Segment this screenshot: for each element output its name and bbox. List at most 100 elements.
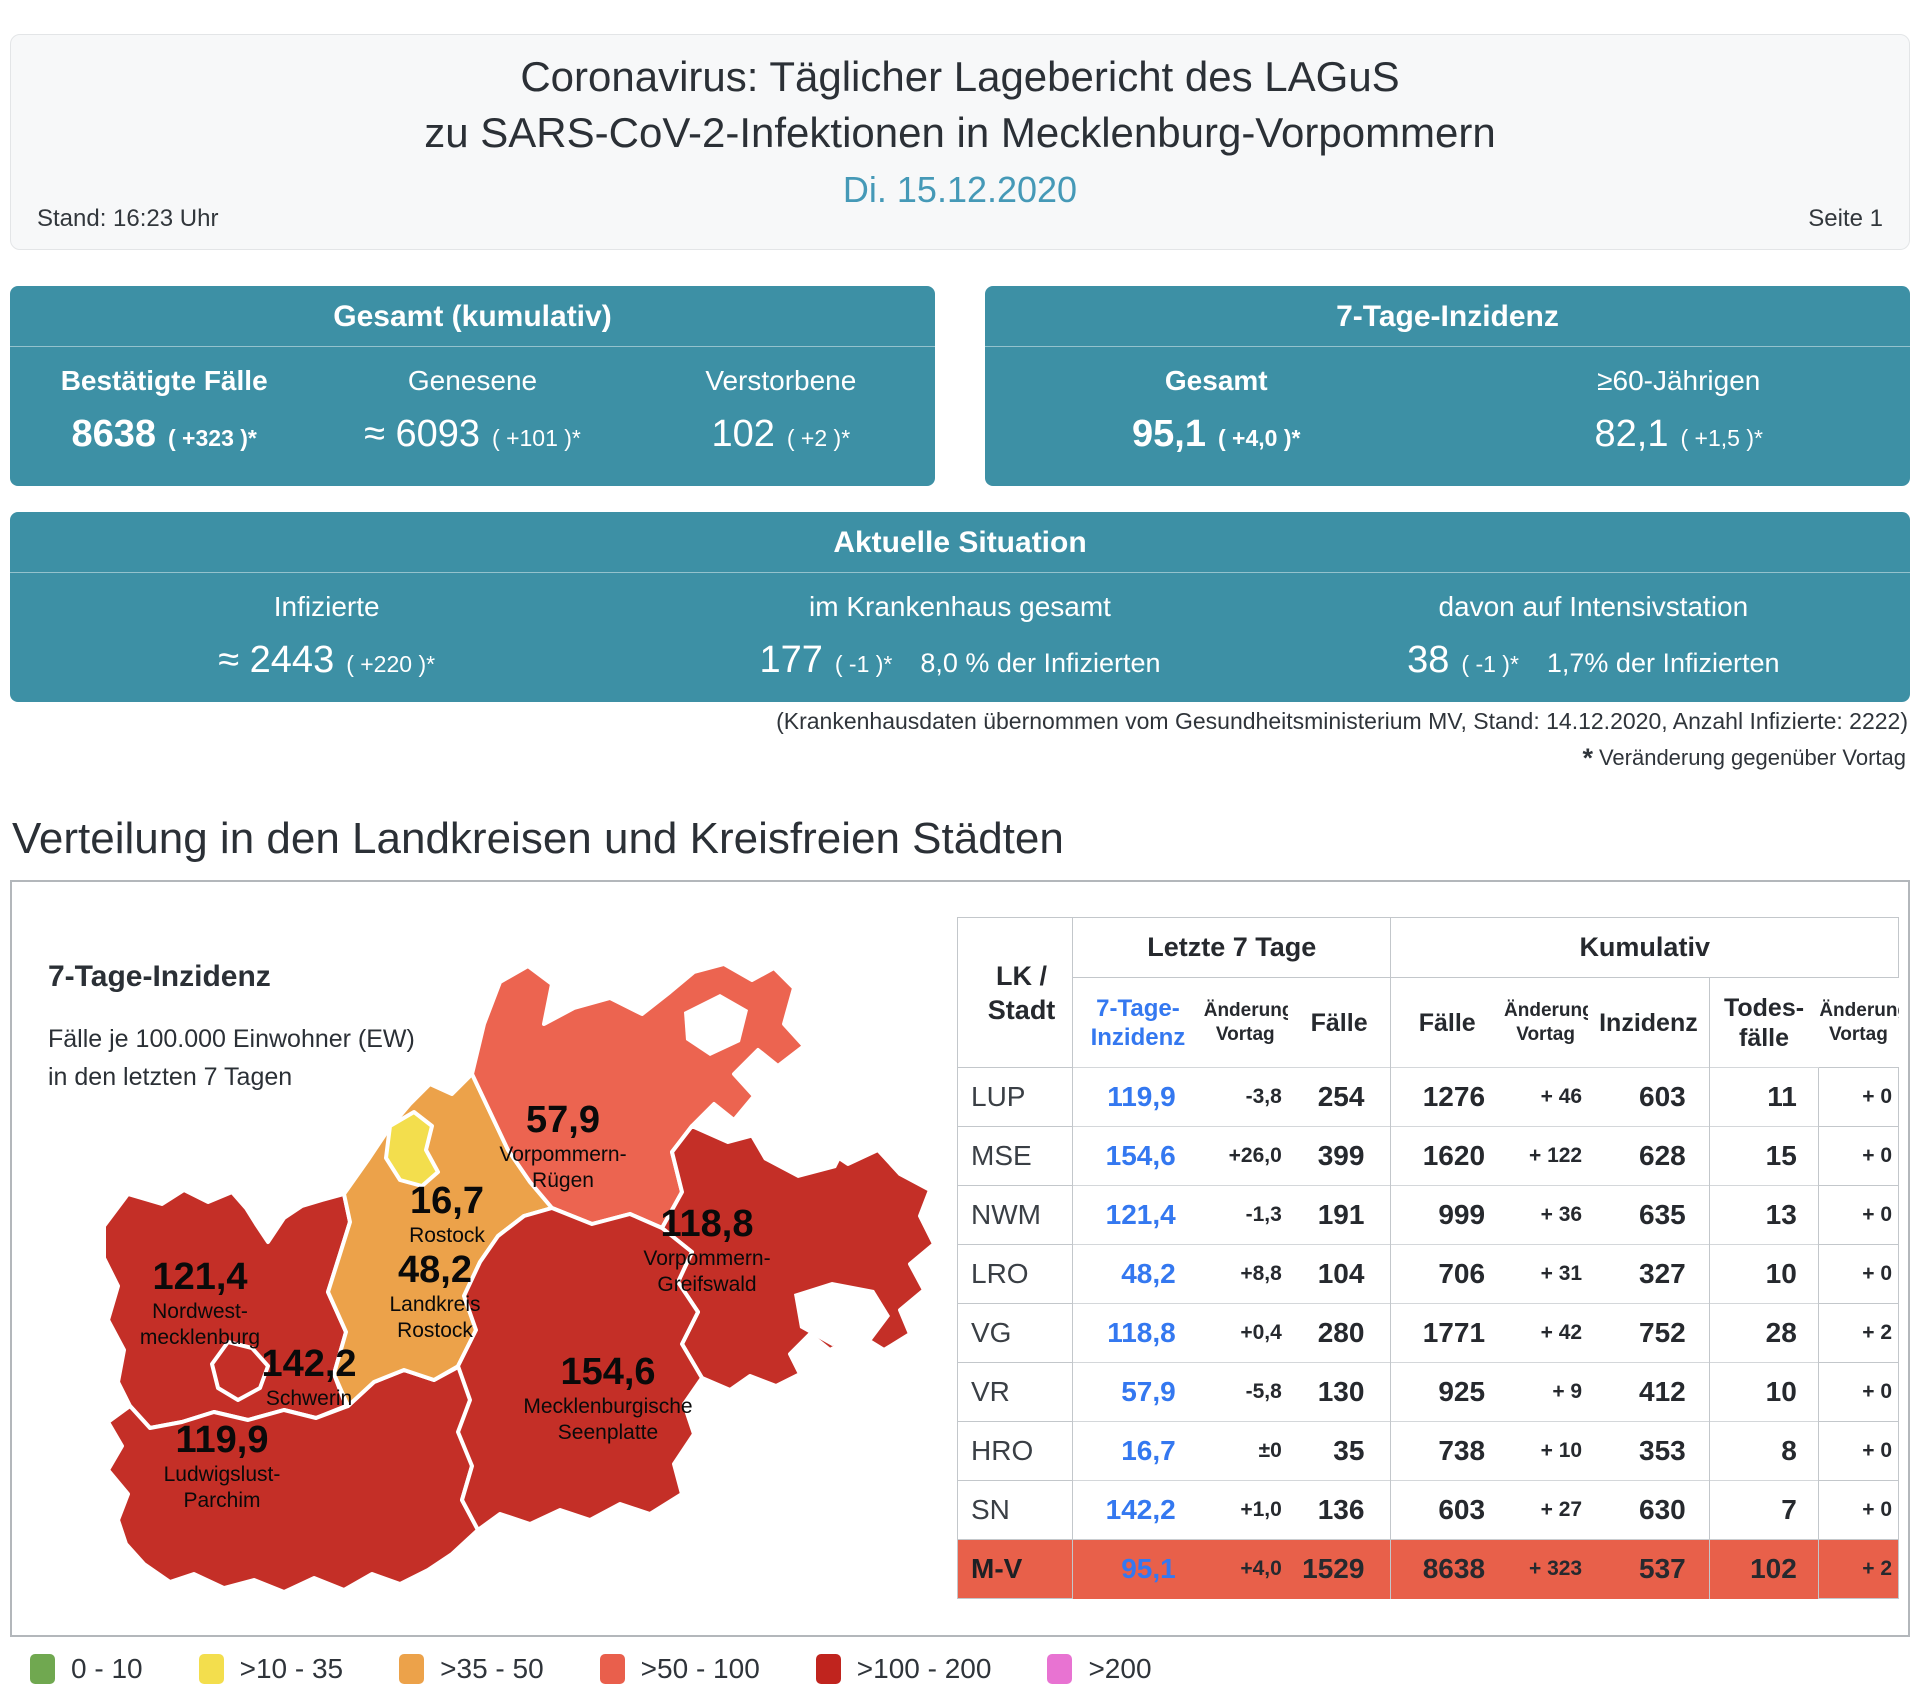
col-header-kum-faelle: Fälle (1390, 977, 1504, 1068)
stat-label: Bestätigte Fälle (60, 365, 268, 396)
cell-kum-chg: + 31 (1503, 1244, 1589, 1304)
distribution-panel: 7-Tage-Inzidenz Fälle je 100.000 Einwohn… (10, 880, 1910, 1637)
stat-label: davon auf Intensivstation (1438, 591, 1749, 622)
group-header-letzte-7-tage: Letzte 7 Tage (1072, 917, 1392, 978)
stat-change: ( +1,5 )* (1680, 425, 1763, 451)
legend-label: >10 - 35 (239, 1653, 344, 1684)
col-header-7-tage-inzidenz: 7-Tage-Inzidenz (1072, 977, 1203, 1068)
cell-kum-faelle: 738 (1390, 1421, 1504, 1481)
cell-todesfaelle: 15 (1708, 1126, 1819, 1186)
stat-value: 102 (711, 413, 775, 455)
stat-change: ( +220 )* (346, 651, 436, 677)
cell-todesfaelle: 13 (1708, 1185, 1819, 1245)
cell-kum-inz: 630 (1588, 1480, 1710, 1540)
report-title-line1: Coronavirus: Täglicher Lagebericht des L… (520, 53, 1400, 100)
panel-gesamt-title: Gesamt (kumulativ) (10, 286, 935, 347)
stat-value: ≈ 6093 (364, 413, 481, 455)
legend-item: >50 - 100 (599, 1653, 760, 1685)
stat-value: 177 (759, 639, 823, 681)
stat-change: ( +2 )* (786, 425, 851, 451)
stat-label: Genesene (407, 365, 538, 396)
report-title: Coronavirus: Täglicher Lagebericht des L… (11, 35, 1909, 161)
map-water-greifswalder-bodden (750, 1102, 850, 1178)
stat-genesene: Genesene ≈ 6093 ( +101 )* (318, 347, 626, 456)
cell-todes-chg: + 0 (1817, 1362, 1900, 1422)
cell-lk: VG (956, 1303, 1074, 1363)
cell-todes-chg: + 0 (1817, 1421, 1900, 1481)
cell-chg7: +1,0 (1202, 1480, 1288, 1540)
stat-inzidenz-gesamt: Gesamt 95,1 ( +4,0 )* (985, 347, 1448, 456)
cell-kum-inz: 628 (1588, 1126, 1710, 1186)
cell-inz7: 95,1 (1072, 1539, 1203, 1599)
cell-kum-inz: 537 (1588, 1539, 1710, 1599)
cell-todesfaelle: 10 (1708, 1362, 1819, 1422)
cell-kum-faelle: 1276 (1390, 1067, 1504, 1127)
cell-todesfaelle: 8 (1708, 1421, 1819, 1481)
cell-inz7: 118,8 (1072, 1303, 1203, 1363)
stat-extra: 1,7% der Infizierten (1546, 648, 1780, 678)
stat-inzidenz-60plus: ≥60-Jährigen 82,1 ( +1,5 )* (1448, 347, 1911, 456)
legend-label: 0 - 10 (71, 1653, 143, 1684)
legend-swatch-pink (1047, 1654, 1073, 1684)
cell-inz7: 142,2 (1072, 1480, 1203, 1540)
cell-chg7: -1,3 (1202, 1185, 1288, 1245)
cell-inz7: 154,6 (1072, 1126, 1203, 1186)
cell-kum-faelle: 8638 (1390, 1539, 1504, 1599)
group-header-kumulativ: Kumulativ (1390, 917, 1899, 978)
map-water-stettiner-haff (794, 1282, 890, 1346)
district-table: LK / Stadt Letzte 7 Tage Kumulativ 7-Tag… (956, 917, 1900, 1599)
cell-lk: VR (956, 1362, 1074, 1422)
stat-infizierte: Infizierte ≈ 2443 ( +220 )* (10, 573, 643, 682)
cell-kum-inz: 752 (1588, 1303, 1710, 1363)
cell-lk: M-V (956, 1539, 1074, 1599)
legend-item: >35 - 50 (399, 1653, 544, 1685)
map-region-rostock-stadt (384, 1110, 440, 1188)
panel-gesamt-kumulativ: Gesamt (kumulativ) Bestätigte Fälle 8638… (10, 286, 935, 486)
summary-panels: Gesamt (kumulativ) Bestätigte Fälle 8638… (10, 286, 1910, 486)
table-row: LRO 48,2 +8,8 104 706 + 31 327 10 + 0 (956, 1244, 1900, 1304)
stat-extra: 8,0 % der Infizierten (920, 648, 1161, 678)
cell-kum-inz: 353 (1588, 1421, 1710, 1481)
stat-change: ( +4,0 )* (1218, 425, 1301, 451)
stat-change: ( +323 )* (168, 425, 257, 451)
col-header-kum-aenderung: Änderung Vortag (1504, 999, 1589, 1045)
map-region-mecklenburgische-seenplatte (456, 1206, 704, 1532)
cell-todes-chg: + 0 (1817, 1067, 1900, 1127)
cell-chg7: -5,8 (1202, 1362, 1288, 1422)
report-header: Coronavirus: Täglicher Lagebericht des L… (10, 34, 1910, 250)
legend-item: >10 - 35 (198, 1653, 344, 1685)
cell-todes-chg: + 0 (1817, 1126, 1900, 1186)
cell-inz7: 16,7 (1072, 1421, 1203, 1481)
table-row: VG 118,8 +0,4 280 1771 + 42 752 28 + 2 (956, 1303, 1900, 1363)
cell-kum-faelle: 925 (1390, 1362, 1504, 1422)
report-timestamp: Stand: 16:23 Uhr (37, 205, 219, 232)
legend-label: >50 - 100 (640, 1653, 760, 1684)
cell-lk: SN (956, 1480, 1074, 1540)
stat-change: ( -1 )* (1461, 651, 1519, 677)
col-header-todesfaelle: Todes-fälle (1708, 977, 1819, 1068)
cell-inz7: 48,2 (1072, 1244, 1203, 1304)
stat-change: ( +101 )* (492, 425, 581, 451)
legend-swatch-green (30, 1654, 55, 1684)
cell-kum-chg: + 42 (1503, 1303, 1589, 1363)
cell-todesfaelle: 11 (1708, 1067, 1819, 1127)
cell-chg7: +26,0 (1202, 1126, 1288, 1186)
cell-todesfaelle: 7 (1708, 1480, 1819, 1540)
cell-kum-inz: 603 (1588, 1067, 1710, 1127)
cell-kum-inz: 635 (1588, 1185, 1710, 1245)
report-page: Coronavirus: Täglicher Lagebericht des L… (0, 34, 1920, 1690)
cell-kum-faelle: 1620 (1390, 1126, 1504, 1186)
asterisk-text: Veränderung gegenüber Vortag (1598, 745, 1906, 770)
asterisk-footnote: * Veränderung gegenüber Vortag (14, 743, 1906, 774)
legend-swatch-yellow (198, 1654, 224, 1684)
cell-todesfaelle: 10 (1708, 1244, 1819, 1304)
panel-inzidenz-title: 7-Tage-Inzidenz (985, 286, 1910, 347)
cell-kum-chg: + 122 (1503, 1126, 1589, 1186)
cell-faelle7: 130 (1287, 1362, 1391, 1422)
map-subtitle-line2: in den letzten 7 Tagen (48, 1063, 293, 1091)
col-header-kum-inzidenz: Inzidenz (1599, 1008, 1698, 1037)
stat-label: Gesamt (1164, 365, 1268, 396)
report-date: Di. 15.12.2020 (842, 169, 1078, 210)
table-total-row-mv: M-V 95,1 +4,0 1529 8638 + 323 537 102 + … (956, 1539, 1900, 1599)
cell-faelle7: 191 (1287, 1185, 1391, 1245)
